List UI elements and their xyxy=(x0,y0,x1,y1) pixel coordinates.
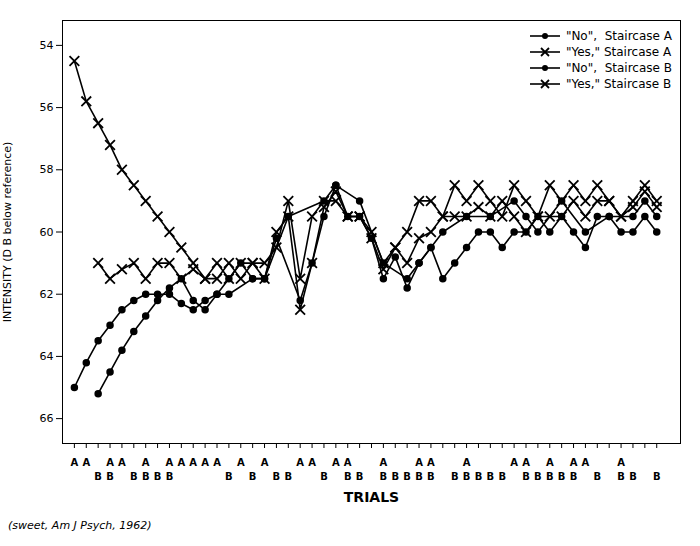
svg-text:A: A xyxy=(522,457,530,468)
svg-text:A: A xyxy=(201,457,209,468)
svg-text:B: B xyxy=(403,471,411,482)
html-text:"Yes," Staircase A: "Yes," Staircase A xyxy=(565,45,672,59)
svg-text:B: B xyxy=(534,471,542,482)
svg-text:B: B xyxy=(249,471,257,482)
svg-text:A: A xyxy=(510,457,518,468)
svg-text:A: A xyxy=(344,457,352,468)
svg-text:A: A xyxy=(142,457,150,468)
svg-text:A: A xyxy=(427,457,435,468)
svg-text:B: B xyxy=(391,471,399,482)
svg-text:INTENSITY (D B below reference: INTENSITY (D B below reference) xyxy=(1,142,14,323)
svg-text:B: B xyxy=(427,471,435,482)
svg-text:66: 66 xyxy=(40,412,54,425)
html-text:"No", Staircase A: "No", Staircase A xyxy=(565,29,672,43)
svg-text:B: B xyxy=(475,471,483,482)
svg-text:A: A xyxy=(570,457,578,468)
svg-text:B: B xyxy=(451,471,459,482)
svg-text:B: B xyxy=(320,471,328,482)
svg-text:B: B xyxy=(284,471,292,482)
svg-text:A: A xyxy=(177,457,185,468)
svg-text:58: 58 xyxy=(40,163,54,176)
svg-text:B: B xyxy=(498,471,506,482)
svg-text:B: B xyxy=(94,471,102,482)
svg-text:B: B xyxy=(344,471,352,482)
svg-text:62: 62 xyxy=(40,288,54,301)
svg-text:B: B xyxy=(522,471,530,482)
svg-text:A: A xyxy=(582,457,590,468)
svg-text:A: A xyxy=(617,457,625,468)
html-text:(sweet, Am J Psych, 1962): (sweet, Am J Psych, 1962) xyxy=(8,519,152,532)
svg-text:B: B xyxy=(154,471,162,482)
svg-text:A: A xyxy=(106,457,114,468)
svg-text:64: 64 xyxy=(40,350,54,363)
svg-text:B: B xyxy=(142,471,150,482)
html-text:"No", Staircase B: "No", Staircase B xyxy=(565,61,672,75)
svg-text:A: A xyxy=(380,457,388,468)
svg-text:A: A xyxy=(71,457,79,468)
svg-text:56: 56 xyxy=(40,101,54,114)
svg-text:B: B xyxy=(380,471,388,482)
svg-text:A: A xyxy=(415,457,423,468)
svg-text:A: A xyxy=(463,457,471,468)
svg-text:B: B xyxy=(106,471,114,482)
svg-text:A: A xyxy=(308,457,316,468)
svg-text:B: B xyxy=(570,471,578,482)
svg-text:B: B xyxy=(463,471,471,482)
svg-text:B: B xyxy=(166,471,174,482)
svg-text:B: B xyxy=(415,471,423,482)
svg-text:B: B xyxy=(356,471,364,482)
svg-text:54: 54 xyxy=(40,39,54,52)
svg-text:A: A xyxy=(237,457,245,468)
svg-text:B: B xyxy=(273,471,281,482)
svg-text:B: B xyxy=(487,471,495,482)
svg-text:B: B xyxy=(130,471,138,482)
html-text:"Yes," Staircase B: "Yes," Staircase B xyxy=(565,77,672,91)
svg-text:A: A xyxy=(332,457,340,468)
svg-text:A: A xyxy=(546,457,554,468)
svg-text:A: A xyxy=(118,457,126,468)
svg-text:B: B xyxy=(653,471,661,482)
svg-text:B: B xyxy=(558,471,566,482)
svg-text:B: B xyxy=(225,471,233,482)
svg-text:A: A xyxy=(213,457,221,468)
svg-text:A: A xyxy=(82,457,90,468)
svg-text:A: A xyxy=(189,457,197,468)
svg-text:B: B xyxy=(593,471,601,482)
svg-text:A: A xyxy=(261,457,269,468)
svg-text:B: B xyxy=(546,471,554,482)
svg-text:60: 60 xyxy=(40,226,54,239)
svg-text:A: A xyxy=(296,457,304,468)
svg-text:TRIALS: TRIALS xyxy=(344,489,399,505)
svg-text:A: A xyxy=(166,457,174,468)
svg-text:B: B xyxy=(629,471,637,482)
svg-text:B: B xyxy=(617,471,625,482)
